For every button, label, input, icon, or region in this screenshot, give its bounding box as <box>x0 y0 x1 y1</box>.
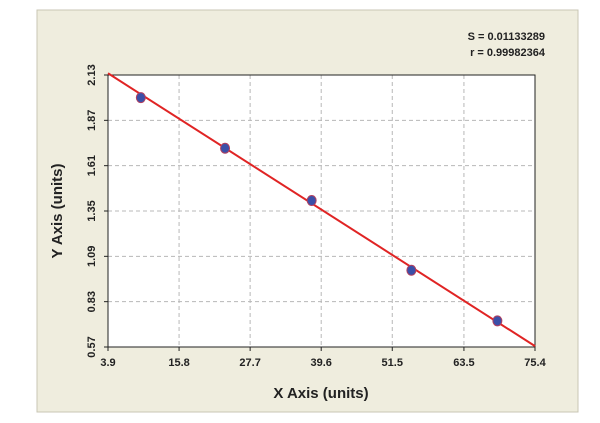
annotation: S = 0.01133289 <box>468 31 545 43</box>
data-point <box>220 142 231 154</box>
data-point <box>492 315 503 327</box>
x-tick-label: 3.9 <box>100 357 115 369</box>
x-tick-label: 51.5 <box>382 357 403 369</box>
y-tick-label: 1.87 <box>86 110 98 131</box>
y-tick-label: 0.57 <box>86 336 98 357</box>
x-tick-label: 27.7 <box>239 357 260 369</box>
x-tick-label: 63.5 <box>453 357 474 369</box>
y-tick-label: 1.61 <box>86 155 98 176</box>
data-point <box>135 92 146 104</box>
annotation: r = 0.99982364 <box>470 47 546 59</box>
fit-line <box>107 72 536 347</box>
y-tick-label: 1.35 <box>86 200 98 221</box>
data-point <box>406 264 417 276</box>
y-tick-label: 2.13 <box>86 64 98 85</box>
plot-frame <box>107 74 536 348</box>
y-tick-label: 1.09 <box>86 246 98 267</box>
y-tick-label: 0.83 <box>86 291 98 312</box>
x-tick-label: 39.6 <box>310 357 331 369</box>
x-axis-title: X Axis (units) <box>273 385 368 402</box>
x-tick-label: 15.8 <box>168 357 189 369</box>
data-point <box>306 195 317 207</box>
x-tick-label: 75.4 <box>524 357 546 369</box>
y-axis-title: Y Axis (units) <box>49 163 66 258</box>
